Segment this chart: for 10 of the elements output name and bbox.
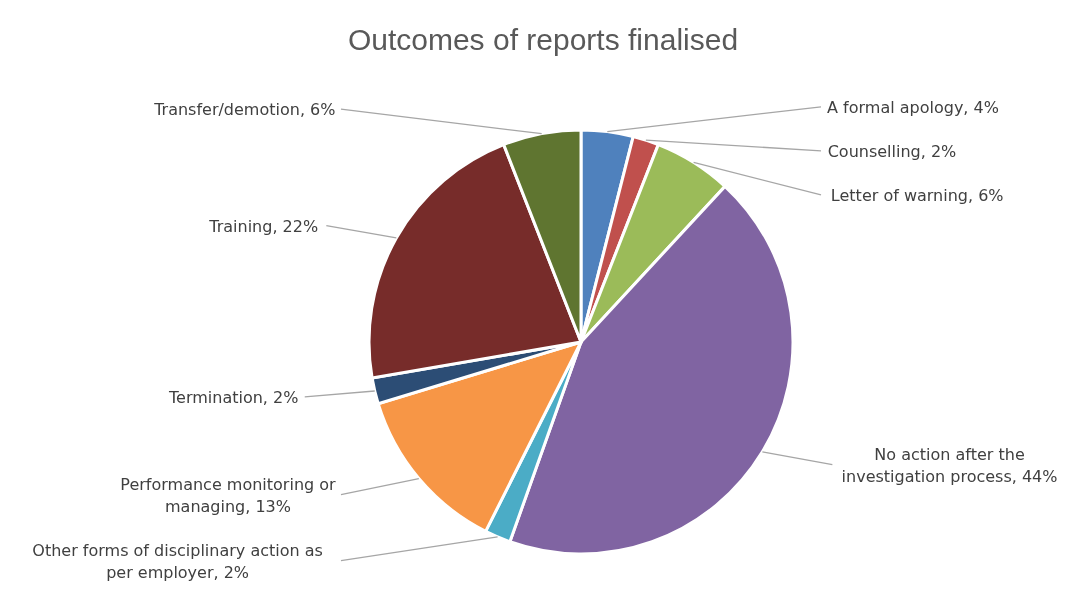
slice-label: Counselling, 2% <box>827 141 957 161</box>
slice-label: Letter of warning, 6% <box>830 185 1004 205</box>
slice-label: Termination, 2% <box>168 387 299 407</box>
slice-label: No action after the investigation process, 44% <box>841 444 1058 486</box>
slice-label: Performance monitoring or managing, 13% <box>120 474 337 516</box>
chart-title: Outcomes of reports finalised <box>347 23 739 56</box>
slice-label: Other forms of disciplinary action as per employer, 2% <box>32 540 323 582</box>
slice-label: Training, 22% <box>208 216 319 236</box>
slice-label: Transfer/demotion, 6% <box>153 100 336 120</box>
slice-label: A formal apology, 4% <box>827 97 999 117</box>
